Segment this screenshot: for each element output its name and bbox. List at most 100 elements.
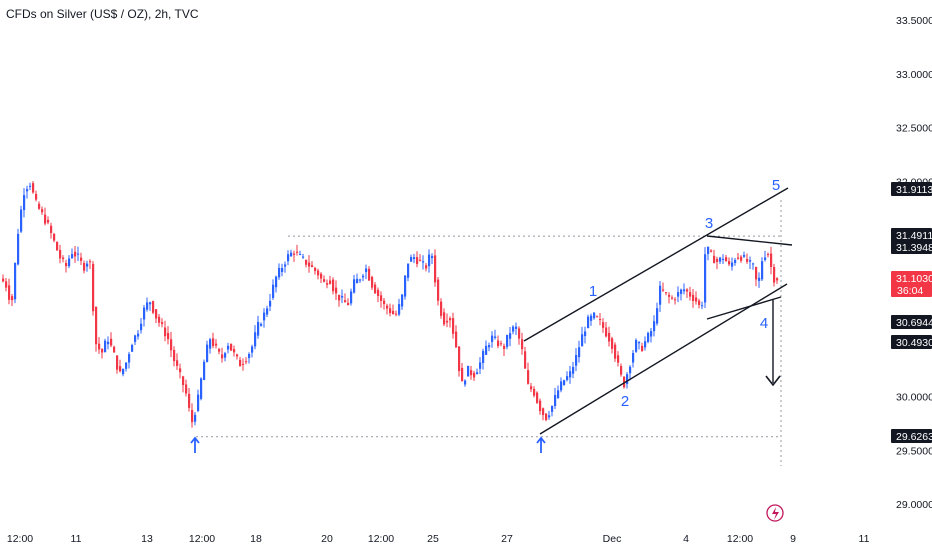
candle-body (467, 365, 470, 377)
candle-body (473, 372, 476, 378)
candle-body (305, 259, 308, 265)
candle-body (182, 376, 185, 386)
candle-body (131, 345, 134, 352)
candle-body (749, 260, 752, 262)
candle-body (167, 332, 170, 340)
drawing-layer: 1 2 3 4 5 (190, 177, 793, 466)
candle-body (578, 347, 581, 358)
candle-body (5, 281, 8, 288)
candle-body (140, 323, 143, 331)
candle-body (647, 332, 650, 342)
candle-body (179, 368, 182, 373)
candle-body (602, 322, 605, 328)
candle-body (587, 316, 590, 329)
candle-body (71, 254, 74, 259)
candle-body (689, 292, 692, 297)
candle-body (548, 415, 551, 418)
candle-body (311, 265, 314, 267)
candle-body (386, 305, 389, 309)
candle-body (407, 263, 410, 278)
candle-body (425, 265, 428, 269)
candle-body (539, 400, 542, 412)
y-tick-label: 29.0000 (896, 499, 932, 511)
candle-body (281, 267, 284, 272)
candle-body (329, 280, 332, 284)
candle-body (734, 259, 737, 263)
y-tick-label: 32.5000 (896, 123, 932, 135)
candle-body (704, 254, 707, 303)
candle-body (17, 233, 20, 265)
candle-body (134, 335, 137, 342)
candle-body (452, 318, 455, 334)
price-tag-value: 29.6263 (896, 431, 932, 443)
lightning-icon (766, 504, 784, 522)
candle-body (221, 354, 224, 359)
candle-body (326, 283, 329, 285)
candle-body (758, 277, 761, 281)
candle-body (347, 302, 350, 305)
candle-body (644, 341, 647, 348)
candle-body (74, 251, 77, 257)
candle-body (764, 257, 767, 260)
candle-body (746, 258, 749, 262)
candle-body (446, 320, 449, 323)
candle-body (161, 322, 164, 325)
candle-body (767, 254, 770, 256)
candle-body (710, 250, 713, 252)
candle-body (341, 295, 344, 298)
candle-body (98, 343, 101, 350)
candle-body (545, 413, 548, 421)
candle-body (506, 334, 509, 347)
candle-body (287, 254, 290, 262)
candle-body (491, 335, 494, 342)
candle-body (266, 308, 269, 315)
candle-body (713, 255, 716, 264)
candle-body (203, 361, 206, 381)
candle-body (188, 393, 191, 408)
up-arrow-icon (190, 436, 200, 453)
candle-body (488, 345, 491, 348)
candle-body (299, 254, 302, 256)
candle-body (773, 267, 776, 283)
candle-body (365, 268, 368, 272)
candle-body (536, 392, 539, 403)
candle-body (278, 267, 281, 278)
candle-body (53, 233, 56, 241)
candle-body (593, 312, 596, 319)
candle-body (80, 257, 83, 261)
wave-label-3: 3 (705, 215, 713, 232)
candle-body (164, 327, 167, 337)
candle-body (338, 294, 341, 301)
candle-body (470, 370, 473, 376)
x-tick-label: 12:00 (368, 533, 394, 545)
candle-body (755, 267, 758, 280)
candle-body (428, 254, 431, 267)
candle-body (236, 354, 239, 357)
candle-body (494, 336, 497, 338)
candle-body (374, 284, 377, 294)
candle-body (638, 341, 641, 344)
candle-body (440, 301, 443, 316)
candle-body (623, 376, 626, 388)
candle-body (173, 349, 176, 362)
candle-body (656, 308, 659, 324)
candle-body (209, 339, 212, 349)
candle-body (479, 362, 482, 369)
x-tick-label: 25 (427, 533, 439, 545)
candle-body (608, 332, 611, 342)
y-tick-label: 33.0000 (896, 69, 932, 81)
candle-body (107, 341, 110, 345)
candle-body (443, 312, 446, 325)
candle-body (317, 270, 320, 276)
candle-body (158, 316, 161, 323)
candle-body (455, 331, 458, 348)
candle-body (527, 370, 530, 384)
candle-body (197, 394, 200, 411)
candle-body (449, 318, 452, 321)
candle-body (218, 349, 221, 352)
price-tag-value: 31.3948 (896, 242, 932, 254)
candle-body (224, 353, 227, 358)
candle-body (563, 380, 566, 385)
